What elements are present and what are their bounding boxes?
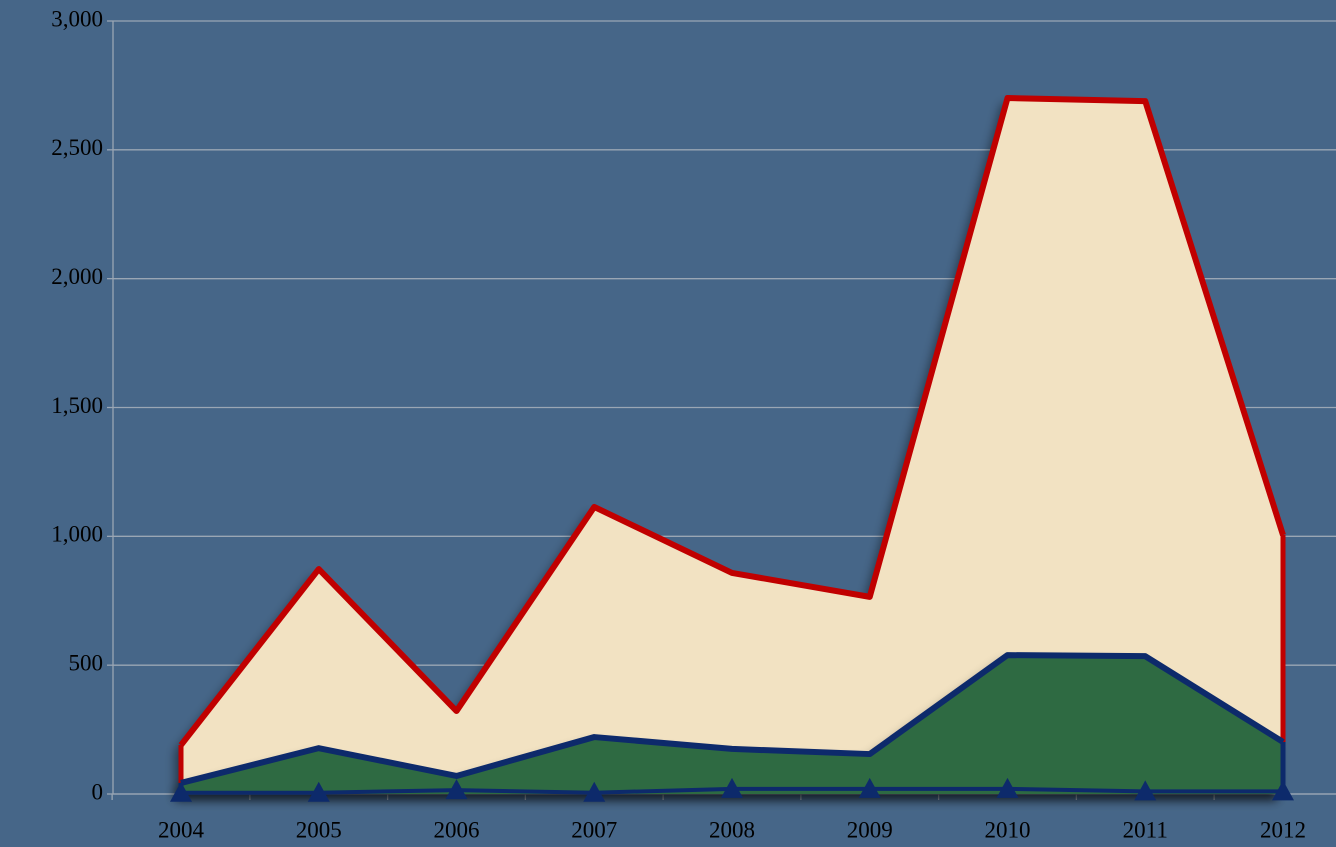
y-tick-label: 2,500 [51,135,103,160]
x-tick-label: 2004 [158,817,205,842]
triangle-marker [170,781,192,802]
area-outline [178,95,1286,747]
area-fill [181,98,1283,794]
x-tick-label: 2005 [296,817,342,842]
x-tick-label: 2006 [434,817,480,842]
area-outline [180,652,1285,786]
triangle-marker [858,777,881,798]
triangle-marker [1272,780,1294,801]
x-tick-label: 2010 [985,817,1031,842]
triangle-marker [445,779,468,800]
x-tick-label: 2007 [571,817,617,842]
y-tick-label: 0 [92,779,104,804]
triangle-marker [996,777,1019,798]
y-tick-label: 1,000 [51,522,103,547]
x-tick-label: 2008 [709,817,755,842]
x-tick-label: 2012 [1260,817,1306,842]
triangle-marker [721,777,743,798]
triangle-marker [1134,780,1157,801]
x-tick-label: 2009 [847,817,893,842]
y-tick-label: 500 [69,650,104,675]
y-tick-label: 2,000 [51,264,103,289]
triangle-marker [583,781,606,802]
triangle-marker [307,781,330,802]
y-tick-label: 3,000 [51,6,103,31]
x-tick-label: 2011 [1123,817,1168,842]
y-tick-label: 1,500 [51,393,103,418]
area-fill [181,655,1283,794]
